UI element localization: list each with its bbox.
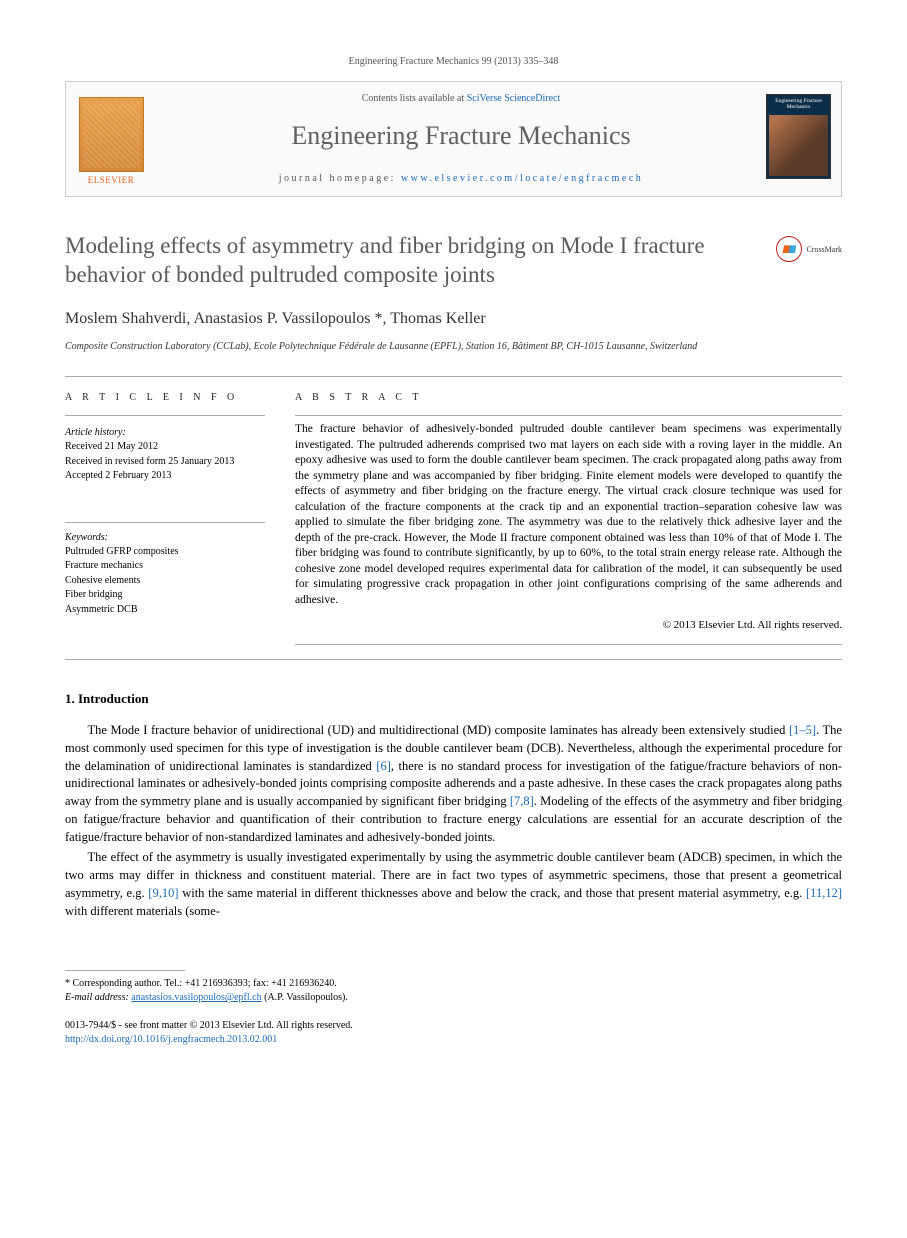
journal-masthead: ELSEVIER Contents lists available at Sci… (65, 81, 842, 197)
keyword: Fracture mechanics (65, 559, 265, 574)
body-paragraph: The Mode I fracture behavior of unidirec… (65, 722, 842, 846)
reference-link[interactable]: [6] (376, 759, 391, 773)
doi-link[interactable]: http://dx.doi.org/10.1016/j.engfracmech.… (65, 1034, 277, 1045)
divider (65, 522, 265, 523)
para-text: with the same material in different thic… (179, 886, 807, 900)
citation-header: Engineering Fracture Mechanics 99 (2013)… (65, 55, 842, 69)
history-line: Accepted 2 February 2013 (65, 469, 265, 484)
journal-title: Engineering Fracture Mechanics (166, 118, 756, 154)
affiliation: Composite Construction Laboratory (CCLab… (65, 340, 842, 354)
reference-link[interactable]: [1–5] (789, 723, 816, 737)
divider (295, 415, 842, 416)
abstract-label: A B S T R A C T (295, 391, 842, 405)
section-heading-intro: 1. Introduction (65, 690, 842, 708)
divider (295, 644, 842, 645)
crossmark-icon (776, 236, 802, 262)
divider (65, 415, 265, 416)
footnote-separator (65, 970, 185, 971)
journal-cover-thumbnail: Engineering Fracture Mechanics (766, 94, 831, 179)
author-list: Moslem Shahverdi, Anastasios P. Vassilop… (65, 308, 842, 330)
para-text: with different materials (some- (65, 904, 220, 918)
crossmark-badge[interactable]: CrossMark (776, 236, 842, 262)
abstract-copyright: © 2013 Elsevier Ltd. All rights reserved… (295, 618, 842, 633)
divider (65, 659, 842, 660)
contents-line: Contents lists available at SciVerse Sci… (166, 92, 756, 106)
article-info-label: A R T I C L E I N F O (65, 391, 265, 405)
reference-link[interactable]: [9,10] (148, 886, 178, 900)
keyword: Asymmetric DCB (65, 603, 265, 618)
email-tail: (A.P. Vassilopoulos). (262, 992, 348, 1003)
email-link[interactable]: anastasios.vasilopoulos@epfl.ch (131, 992, 261, 1003)
publisher-name: ELSEVIER (88, 174, 135, 187)
footnote-tel: * Corresponding author. Tel.: +41 216936… (65, 977, 842, 991)
crossmark-label: CrossMark (806, 244, 842, 255)
para-text: The Mode I fracture behavior of unidirec… (88, 723, 790, 737)
history-line: Received in revised form 25 January 2013 (65, 455, 265, 470)
sciencedirect-link[interactable]: SciVerse ScienceDirect (467, 93, 561, 104)
corresponding-author-footnote: * Corresponding author. Tel.: +41 216936… (65, 977, 842, 1005)
keyword: Fiber bridging (65, 588, 265, 603)
cover-image (769, 115, 828, 176)
reference-link[interactable]: [7,8] (510, 794, 534, 808)
abstract-column: A B S T R A C T The fracture behavior of… (295, 391, 842, 645)
cover-label: Engineering Fracture Mechanics (767, 95, 830, 113)
divider (65, 376, 842, 377)
keyword: Pultruded GFRP composites (65, 545, 265, 560)
homepage-line: journal homepage: www.elsevier.com/locat… (166, 172, 756, 186)
email-label: E-mail address: (65, 992, 131, 1003)
elsevier-tree-icon (79, 97, 144, 172)
copyright-block: 0013-7944/$ - see front matter © 2013 El… (65, 1019, 842, 1047)
article-info-column: A R T I C L E I N F O Article history: R… (65, 391, 265, 645)
body-paragraph: The effect of the asymmetry is usually i… (65, 849, 842, 920)
abstract-text: The fracture behavior of adhesively-bond… (295, 422, 842, 608)
masthead-center: Contents lists available at SciVerse Sci… (156, 82, 766, 196)
reference-link[interactable]: [11,12] (806, 886, 842, 900)
copyright-line: 0013-7944/$ - see front matter © 2013 El… (65, 1019, 842, 1033)
history-line: Received 21 May 2012 (65, 440, 265, 455)
history-label: Article history: (65, 426, 265, 440)
keyword: Cohesive elements (65, 574, 265, 589)
publisher-logo: ELSEVIER (66, 82, 156, 192)
homepage-link[interactable]: www.elsevier.com/locate/engfracmech (401, 173, 643, 184)
contents-prefix: Contents lists available at (362, 93, 467, 104)
article-title: Modeling effects of asymmetry and fiber … (65, 232, 756, 290)
homepage-prefix: journal homepage: (279, 173, 401, 184)
keywords-label: Keywords: (65, 531, 265, 545)
